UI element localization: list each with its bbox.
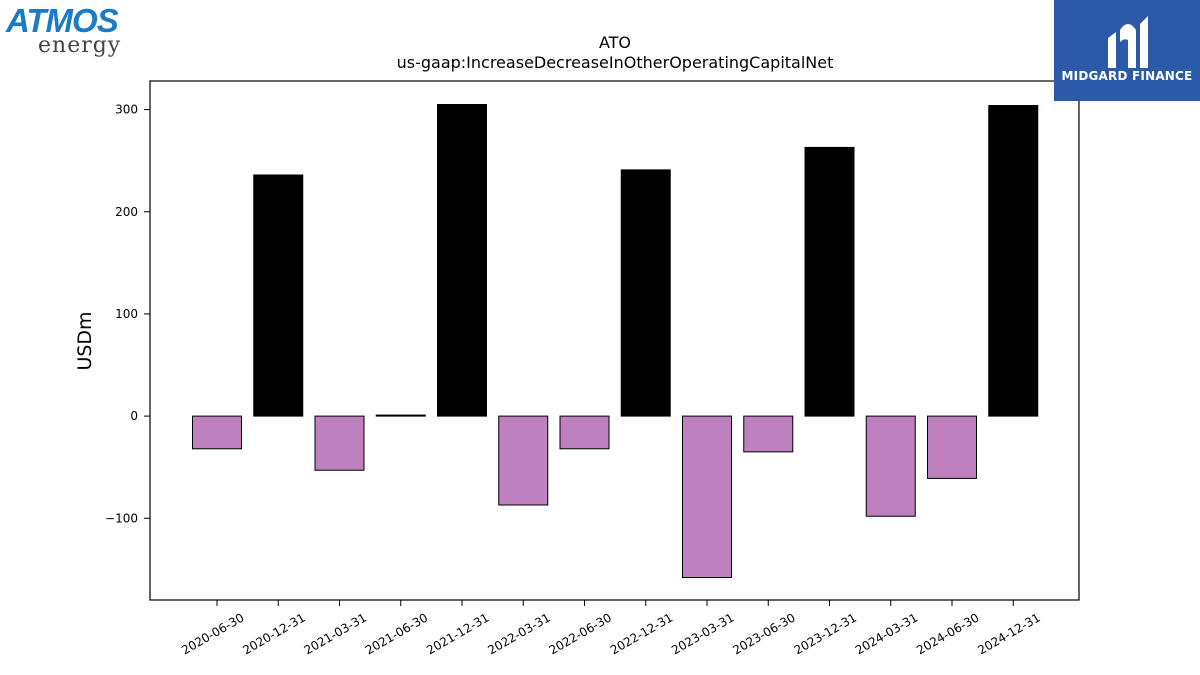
x-tick-label: 2020-12-31: [240, 610, 307, 657]
x-tick-label: 2024-03-31: [853, 610, 920, 657]
midgard-mark-icon: [1108, 16, 1148, 68]
x-tick-label: 2020-06-30: [179, 610, 246, 657]
midgard-finance-text: MIDGARD FINANCE: [1061, 69, 1193, 83]
bar-2023-06-30: [743, 415, 794, 453]
bar-2023-03-31: [682, 415, 732, 579]
bar-2020-12-31: [253, 174, 304, 417]
bars-group: [192, 103, 1039, 579]
bar-2021-03-31: [314, 415, 365, 471]
x-tick-label: 2024-06-30: [914, 610, 981, 657]
chart-subtitle: us-gaap:IncreaseDecreaseInOtherOperating…: [397, 53, 834, 72]
x-tick-label: 2022-12-31: [608, 610, 675, 657]
y-tick-label: −100: [105, 511, 138, 525]
bar-2022-12-31: [620, 169, 671, 417]
bar-2022-06-30: [559, 415, 610, 450]
x-tick-label: 2023-06-30: [730, 610, 797, 657]
bar-2023-12-31: [804, 146, 855, 417]
x-tick-label: 2022-06-30: [547, 610, 614, 657]
bar-2024-06-30: [927, 415, 977, 479]
bar-2021-12-31: [437, 103, 487, 417]
y-tick-label: 100: [115, 307, 138, 321]
plot-frame: [149, 80, 1080, 601]
x-tick-label: 2021-03-31: [302, 610, 369, 657]
bar-2022-03-31: [498, 415, 549, 506]
bar-2020-06-30: [192, 415, 242, 450]
bar-2024-03-31: [865, 415, 916, 517]
x-tick-label: 2021-06-30: [363, 610, 430, 657]
y-tick-label: 300: [115, 103, 138, 117]
x-tick-label: 2024-12-31: [975, 610, 1042, 657]
y-tick-label: 200: [115, 205, 138, 219]
logo-energy-word: energy: [38, 33, 122, 58]
y-axis: −100 0 100 200 300: [105, 103, 150, 525]
y-tick-label: 0: [130, 409, 138, 423]
bar-2024-12-31: [988, 105, 1039, 417]
logo-atmos-word: ATMOS: [6, 2, 119, 39]
chart-title: ATO: [599, 33, 631, 52]
x-tick-label: 2021-12-31: [424, 610, 491, 657]
atmos-energy-logo: ATMOS energy: [4, 4, 130, 60]
x-tick-label: 2022-03-31: [485, 610, 552, 657]
x-tick-label: 2023-03-31: [669, 610, 736, 657]
y-axis-label: USDm: [74, 311, 96, 370]
x-axis: 2020-06-302020-12-312021-03-312021-06-30…: [179, 600, 1043, 657]
bar-2021-06-30: [375, 414, 426, 417]
midgard-finance-logo: MIDGARD FINANCE: [1054, 0, 1200, 101]
x-tick-label: 2023-12-31: [792, 610, 859, 657]
